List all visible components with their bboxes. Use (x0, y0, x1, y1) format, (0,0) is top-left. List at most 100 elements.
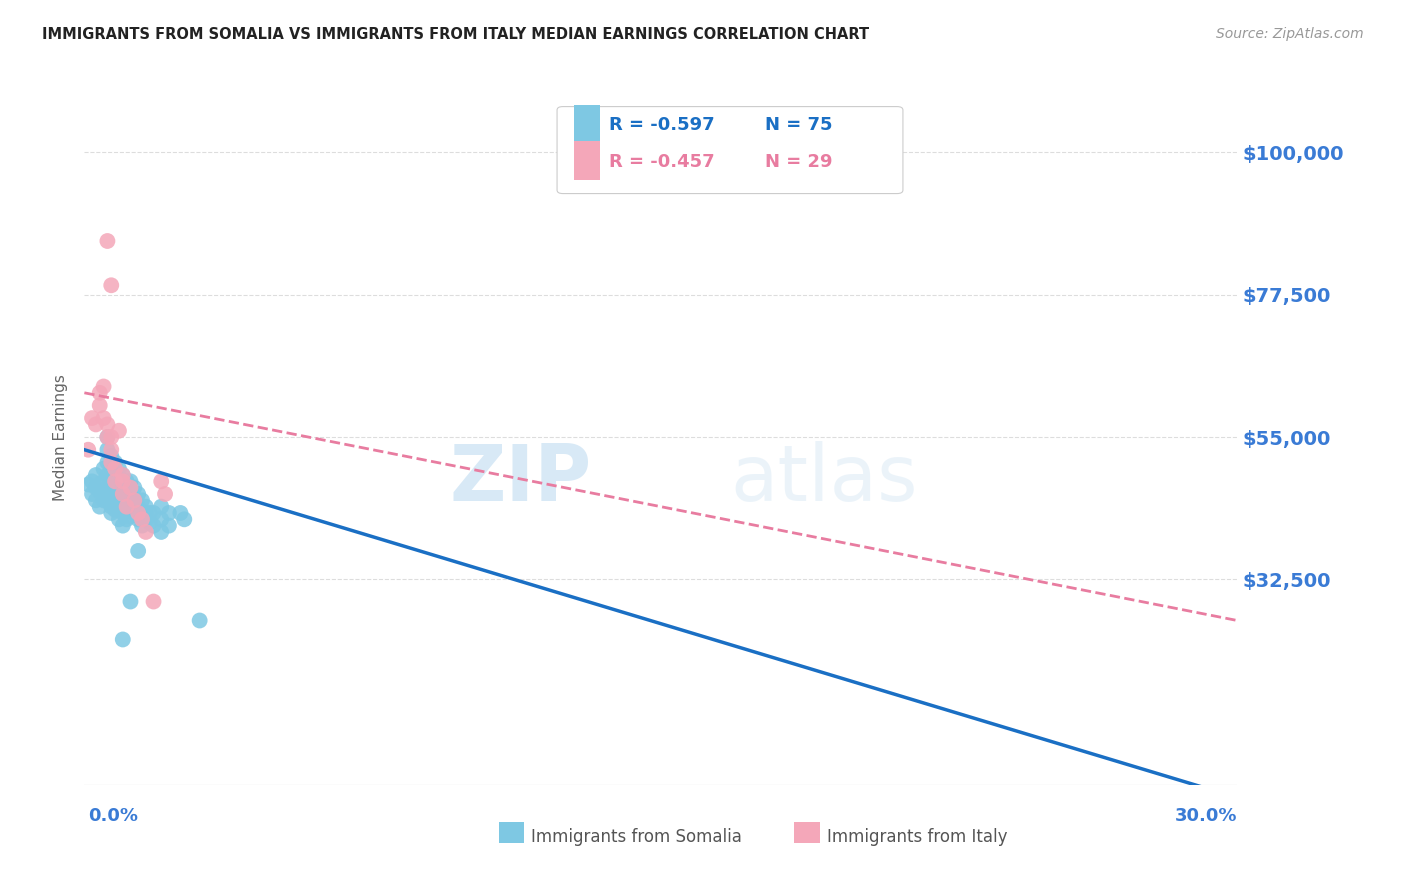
Point (84, 468, 107, 483)
Point (96, 234, 118, 248)
Point (93, 379, 115, 393)
Point (89, 483, 111, 498)
Point (124, 493, 146, 508)
Point (131, 518, 153, 533)
Point (104, 475, 127, 489)
Point (100, 471, 122, 485)
Text: N = 75: N = 75 (765, 116, 832, 135)
Point (169, 506, 191, 520)
Point (131, 506, 153, 520)
Point (120, 481, 142, 495)
Text: 30.0%: 30.0% (1175, 807, 1237, 825)
Point (100, 449, 122, 463)
Point (124, 481, 146, 495)
Text: ZIP: ZIP (450, 441, 592, 516)
Text: atlas: atlas (730, 441, 918, 516)
Point (89, 399, 111, 413)
Point (111, 518, 134, 533)
Point (120, 487, 142, 501)
Point (96, 481, 118, 495)
Point (89, 500, 111, 514)
Point (96, 430, 118, 444)
Point (80, 487, 103, 501)
Point (142, 518, 165, 533)
Point (153, 487, 176, 501)
Point (84, 417, 107, 432)
Text: Source: ZipAtlas.com: Source: ZipAtlas.com (1216, 27, 1364, 41)
Bar (575, 141, 600, 179)
Point (188, 614, 211, 628)
Point (96, 417, 118, 432)
Point (138, 506, 160, 520)
Point (96, 468, 118, 483)
Point (108, 461, 131, 475)
Point (100, 500, 122, 514)
Point (111, 481, 134, 495)
Point (131, 493, 153, 508)
Point (96, 455, 118, 469)
Point (104, 481, 127, 495)
Point (120, 509, 142, 524)
Point (115, 512, 138, 526)
Point (96, 493, 118, 508)
Text: IMMIGRANTS FROM SOMALIA VS IMMIGRANTS FROM ITALY MEDIAN EARNINGS CORRELATION CHA: IMMIGRANTS FROM SOMALIA VS IMMIGRANTS FR… (42, 27, 869, 42)
Point (135, 512, 157, 526)
Point (138, 516, 160, 530)
Point (96, 442, 118, 457)
Point (142, 594, 165, 608)
Point (93, 461, 115, 475)
FancyBboxPatch shape (557, 106, 903, 194)
Point (115, 487, 138, 501)
Text: Immigrants from Somalia: Immigrants from Somalia (531, 828, 742, 846)
Point (173, 512, 195, 526)
Point (131, 512, 153, 526)
Point (89, 385, 111, 400)
Point (104, 468, 127, 483)
Point (111, 632, 134, 647)
Point (111, 506, 134, 520)
Point (84, 481, 107, 495)
Point (93, 493, 115, 508)
Point (100, 455, 122, 469)
Point (135, 500, 157, 514)
Point (100, 506, 122, 520)
Point (89, 477, 111, 491)
Y-axis label: Median Earnings: Median Earnings (53, 374, 69, 500)
Point (100, 278, 122, 293)
Point (111, 493, 134, 508)
Point (142, 506, 165, 520)
Point (104, 455, 127, 469)
Point (104, 461, 127, 475)
Point (127, 544, 149, 558)
Point (100, 430, 122, 444)
Point (93, 411, 115, 425)
Point (150, 475, 173, 489)
Point (108, 512, 131, 526)
Text: 0.0%: 0.0% (89, 807, 139, 825)
Point (127, 500, 149, 514)
Text: R = -0.597: R = -0.597 (609, 116, 714, 135)
Point (111, 468, 134, 483)
Point (80, 411, 103, 425)
Point (77, 442, 100, 457)
Point (120, 500, 142, 514)
Point (124, 506, 146, 520)
Point (157, 506, 180, 520)
Point (115, 500, 138, 514)
Point (100, 461, 122, 475)
Point (93, 487, 115, 501)
Point (77, 477, 100, 491)
Point (150, 524, 173, 539)
Point (111, 475, 134, 489)
Point (111, 468, 134, 483)
Point (127, 487, 149, 501)
Point (96, 430, 118, 444)
Point (135, 524, 157, 539)
Point (84, 493, 107, 508)
Point (100, 487, 122, 501)
Point (120, 594, 142, 608)
Point (115, 475, 138, 489)
Point (150, 512, 173, 526)
Point (108, 475, 131, 489)
Point (93, 475, 115, 489)
